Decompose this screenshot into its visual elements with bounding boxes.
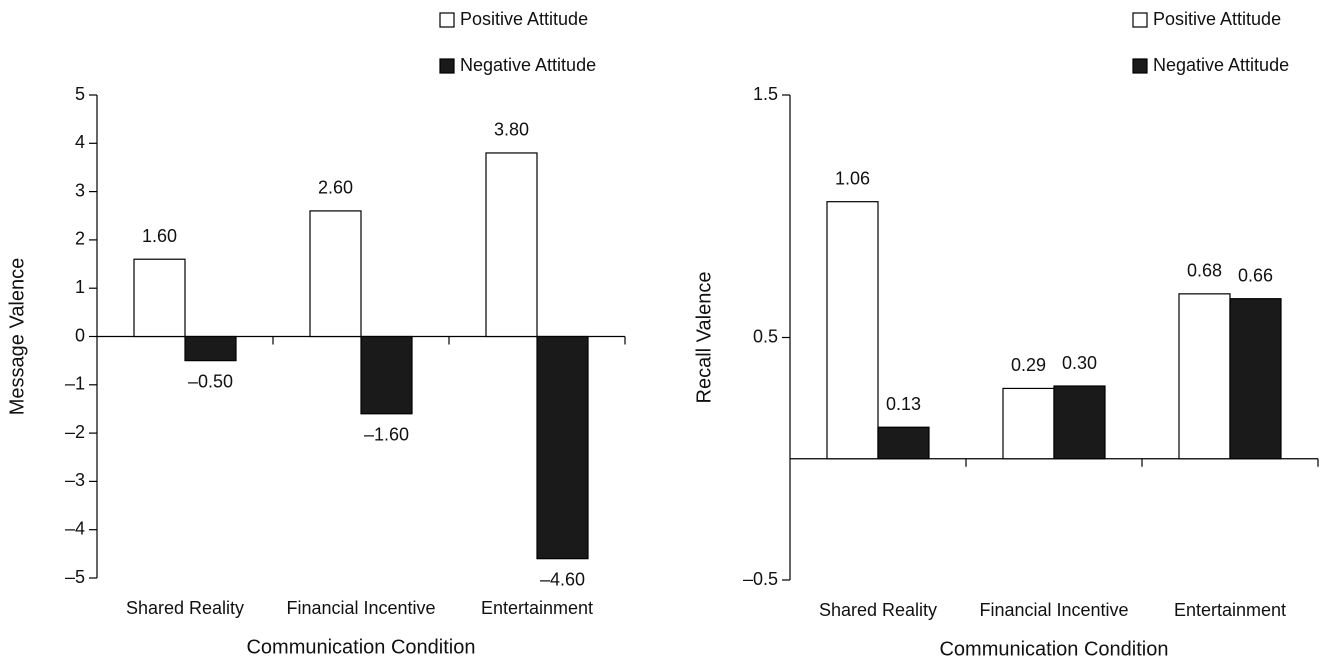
bar (877, 426, 930, 460)
value-label: 3.80 (494, 120, 529, 140)
bar (1229, 298, 1282, 460)
legend-label: Positive Attitude (460, 9, 588, 29)
y-tick-label: 0.5 (753, 326, 778, 346)
value-label: 0.30 (1062, 353, 1097, 373)
x-tick-label: Financial Incentive (979, 600, 1128, 620)
value-label: 1.60 (142, 226, 177, 246)
value-label: 1.06 (835, 168, 870, 188)
y-tick-label: 1.5 (753, 84, 778, 104)
x-tick-label: Shared Reality (819, 600, 937, 620)
bar (184, 335, 237, 362)
legend-swatch (439, 12, 455, 28)
bar (826, 201, 879, 460)
y-tick-label: 2 (75, 229, 85, 249)
y-tick-label: –3 (65, 470, 85, 490)
bar (1053, 385, 1106, 460)
value-label: –1.60 (364, 425, 409, 445)
bar (1178, 293, 1231, 460)
x-axis-title: Communication Condition (246, 636, 475, 658)
x-tick-label: Financial Incentive (286, 598, 435, 618)
value-label: 2.60 (318, 178, 353, 198)
legend-label: Negative Attitude (1153, 55, 1289, 75)
value-label: 0.66 (1238, 265, 1273, 285)
y-tick-label: –1 (65, 374, 85, 394)
value-label: 0.13 (886, 394, 921, 414)
y-tick-label: –0.5 (743, 569, 778, 589)
legend-label: Positive Attitude (1153, 9, 1281, 29)
x-tick-label: Entertainment (1174, 600, 1286, 620)
y-tick-label: –2 (65, 422, 85, 442)
y-axis-title: Message Valence (6, 258, 28, 416)
y-tick-label: –5 (65, 567, 85, 587)
bar (1002, 387, 1055, 460)
y-axis-title: Recall Valence (693, 272, 715, 404)
legend-swatch (1132, 12, 1148, 28)
value-label: –4.60 (540, 569, 585, 589)
legend-label: Negative Attitude (460, 55, 596, 75)
x-tick-label: Shared Reality (126, 598, 244, 618)
bar (360, 335, 413, 415)
value-label: 0.68 (1187, 261, 1222, 281)
x-axis-title: Communication Condition (939, 638, 1168, 660)
y-tick-label: 1 (75, 277, 85, 297)
bar (309, 210, 362, 338)
legend-swatch (1132, 58, 1148, 74)
value-label: 0.29 (1011, 355, 1046, 375)
legend-swatch (439, 58, 455, 74)
y-tick-label: –4 (65, 518, 85, 538)
bar (133, 258, 186, 338)
bar (536, 335, 589, 560)
value-label: –0.50 (188, 371, 233, 391)
y-tick-label: 3 (75, 180, 85, 200)
y-tick-label: 5 (75, 84, 85, 104)
y-tick-label: 0 (75, 325, 85, 345)
x-tick-label: Entertainment (481, 598, 593, 618)
bar (485, 152, 538, 338)
y-tick-label: 4 (75, 132, 85, 152)
